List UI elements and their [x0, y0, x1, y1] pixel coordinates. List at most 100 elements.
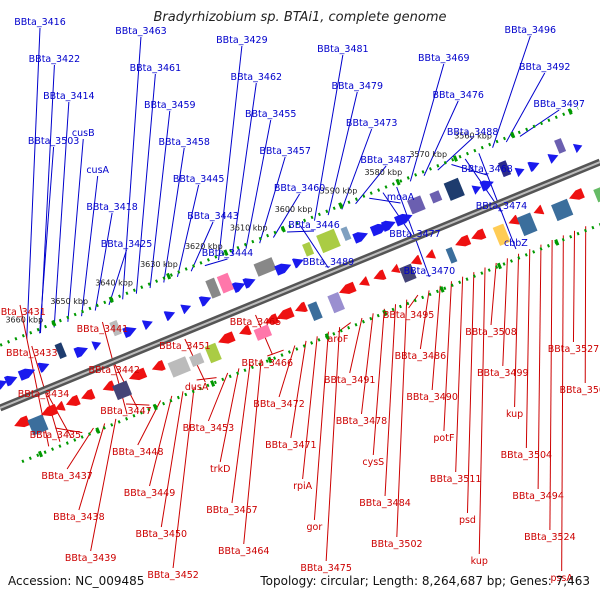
accession-text: Accession: NC_009485: [8, 574, 145, 588]
leader-line: [492, 35, 531, 148]
gene-label: BBta_3495: [383, 310, 435, 321]
leader-line: [231, 363, 251, 504]
gene-label: BBta_3475: [300, 563, 352, 574]
gene-block: [302, 241, 315, 257]
leader-line: [372, 308, 385, 456]
gene-label: aroF: [328, 334, 349, 345]
scale-tick: [382, 309, 388, 317]
gene-label: BBta_3481: [317, 44, 369, 55]
leader-line: [31, 345, 61, 442]
gene-block: [204, 342, 222, 364]
forward-gene-arrow: [180, 304, 192, 315]
reverse-gene-arrow: [471, 228, 487, 240]
gene-label: BBta_3472: [253, 399, 305, 410]
leader-line: [455, 276, 464, 473]
leader-line: [313, 54, 344, 221]
gene-block: [551, 198, 574, 222]
leader-line: [78, 423, 106, 511]
kbp-tick-label: 3590 kbp: [320, 187, 358, 196]
leader-line: [67, 138, 84, 322]
gene-label: BBta_3479: [332, 81, 384, 92]
forward-gene-arrow: [380, 220, 396, 232]
gene-label: BBta_3486: [395, 351, 447, 362]
leader-line: [196, 377, 217, 381]
gene-label: BBta_3477: [389, 229, 441, 240]
leader-lines: [19, 27, 587, 572]
forward-gene-arrow: [73, 346, 88, 358]
scale-tick: [496, 262, 502, 270]
leader-line: [90, 418, 117, 552]
scale-tick: [166, 272, 172, 280]
leader-line: [26, 27, 41, 339]
leader-line: [451, 164, 488, 176]
gene-label: BBta_3497: [533, 99, 585, 110]
gene-label: BBta_3458: [158, 137, 210, 148]
gene-label: rpiA: [293, 481, 313, 492]
gene-label: gor: [307, 522, 323, 533]
gene-label: BBta_3444: [202, 248, 254, 259]
gene-block: [54, 342, 67, 359]
gene-label: BBta_3491: [324, 375, 376, 386]
leader-line: [505, 72, 546, 143]
gene-label: BBta_3467: [206, 505, 258, 516]
scale-tick: [439, 286, 445, 293]
gene-label: BBta_3468: [461, 164, 513, 175]
leader-line: [502, 258, 508, 367]
gene-label: kup: [471, 556, 488, 567]
gene-label: BBta_3439: [65, 553, 117, 564]
leader-line: [537, 244, 542, 490]
leader-line: [443, 281, 452, 432]
gene-tracks: [0, 106, 600, 464]
gene-label: BBta_3443: [187, 211, 239, 222]
gene-label: BBta_3494: [512, 491, 564, 502]
gene-label: BBta_3460: [274, 183, 326, 194]
scale-tick: [95, 427, 101, 434]
scale-tick: [51, 319, 57, 327]
scale-tick: [554, 239, 560, 246]
leader-line: [290, 340, 307, 439]
leader-line: [267, 349, 284, 357]
gene-label: BBta_3449: [124, 488, 176, 499]
leader-line: [396, 299, 408, 538]
scale-labels: 3560 kbp 3570 kbp 3580 kbp 3590 kbp 3600 kbp…: [5, 131, 491, 324]
forward-gene-arrow: [198, 296, 212, 307]
gene-label: potF: [433, 433, 454, 444]
gene-block: [109, 320, 122, 337]
leader-line: [218, 45, 243, 261]
forward-gene-arrow: [17, 368, 36, 381]
gene-label: BBta_3502: [371, 539, 423, 550]
leader-line: [125, 403, 150, 406]
reverse-gene-arrow: [54, 401, 66, 411]
scale-tick: [280, 225, 286, 233]
gene-label: BBta_3435: [30, 430, 82, 441]
map-title: Bradyrhizobium sp. BTAi1, complete genom…: [153, 10, 447, 25]
gene-label: moaA: [387, 192, 415, 203]
gene-label: BBta_3499: [477, 368, 529, 379]
gene-label: BBta_3461: [130, 63, 182, 74]
leader-line: [160, 391, 184, 528]
leader-line: [300, 226, 329, 269]
kbp-tick-label: 3650 kbp: [50, 297, 88, 306]
kbp-tick-label: 3640 kbp: [95, 279, 133, 288]
forward-gene-arrow: [122, 326, 137, 338]
reverse-gene-arrow: [218, 331, 236, 344]
gene-label: BBta_3504: [501, 450, 553, 461]
gene-block: [429, 190, 443, 204]
gene-block: [498, 160, 512, 178]
leader-line: [272, 193, 301, 238]
gene-label: BBta_3433: [6, 348, 58, 359]
gene-block: [406, 195, 426, 215]
gene-label: cbbZ: [504, 238, 528, 249]
gene-label: dusA: [185, 382, 209, 393]
forward-gene-arrow: [572, 143, 583, 154]
gene-label: BBta_3484: [359, 498, 411, 509]
reverse-gene-arrow: [391, 263, 401, 273]
gene-label: BBta_3488: [447, 127, 499, 138]
leader-line: [519, 109, 560, 137]
leader-line: [122, 36, 142, 300]
reverse-gene-arrow: [339, 281, 357, 294]
leader-line: [204, 258, 228, 267]
reverse-gene-arrow: [14, 415, 31, 428]
leader-line: [561, 235, 564, 572]
scale-tick: [395, 178, 401, 186]
